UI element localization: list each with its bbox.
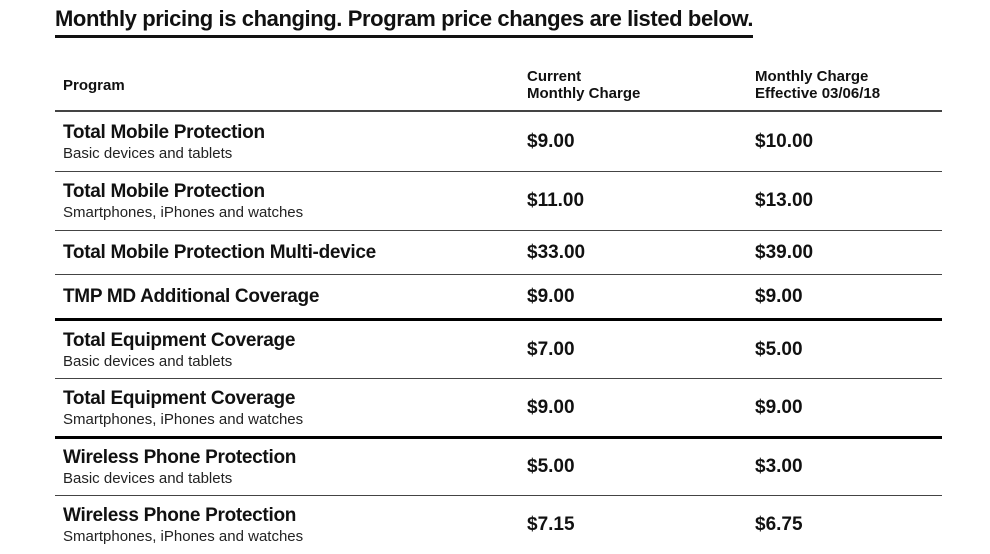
program-cell: Wireless Phone Protection Smartphones, iP… (63, 504, 303, 546)
current-price: $5.00 (527, 456, 575, 477)
effective-price: $3.00 (755, 456, 803, 477)
table-row: Wireless Phone Protection Smartphones, iP… (55, 495, 942, 554)
current-price: $11.00 (527, 190, 585, 211)
program-name: TMP MD Additional Coverage (63, 286, 320, 307)
column-header-line: Current (527, 68, 582, 85)
effective-price: $9.00 (755, 396, 803, 418)
column-header-line: Program (63, 76, 125, 94)
program-name: Total Equipment Coverage (63, 329, 296, 351)
program-name: Total Equipment Coverage (63, 387, 296, 409)
column-header: Current Monthly Charge (527, 68, 640, 102)
program-cell: Wireless Phone Protection Basic devices a… (63, 446, 296, 488)
table-row: Total Mobile Protection Smartphones, iPho… (55, 171, 942, 230)
program-cell: TMP MD Additional Coverage (63, 285, 319, 308)
column-header-line: Monthly Charge (755, 68, 869, 85)
column-header: Monthly Charge Effective 03/06/18 (755, 68, 880, 102)
program-name: Wireless Phone Protection (63, 505, 297, 526)
program-detail: Basic devices and tablets (63, 144, 233, 162)
current-price: $7.00 (527, 338, 575, 360)
current-price: $9.00 (527, 285, 575, 307)
current-price: $9.00 (527, 396, 575, 418)
program-cell: Total Mobile Protection Multi-device (63, 241, 376, 264)
effective-price: $13.00 (755, 190, 814, 211)
current-price: $9.00 (527, 130, 575, 152)
current-price: $33.00 (527, 241, 586, 263)
program-name: Wireless Phone Protection (63, 447, 297, 468)
program-name: Total Mobile Protection (63, 121, 265, 143)
column-header: Program (63, 77, 125, 94)
effective-price: $10.00 (755, 130, 814, 152)
table-row: Total Equipment Coverage Basic devices an… (55, 318, 942, 378)
program-cell: Total Equipment Coverage Basic devices an… (63, 329, 295, 371)
program-detail: Smartphones, iPhones and watches (63, 410, 304, 428)
program-detail: Smartphones, iPhones and watches (63, 528, 304, 545)
program-name: Total Mobile Protection (63, 181, 265, 202)
header-row: Program Current Monthly Charge Monthly Char… (55, 60, 942, 111)
table-row: Total Mobile Protection Basic devices and… (55, 111, 942, 171)
effective-price: $9.00 (755, 285, 803, 307)
program-cell: Total Mobile Protection Smartphones, iPho… (63, 180, 303, 222)
effective-price: $5.00 (755, 338, 803, 360)
current-price: $7.15 (527, 514, 575, 535)
table-row: TMP MD Additional Coverage $9.00 $9.00 (55, 274, 942, 318)
column-header-line: Monthly Charge (527, 85, 641, 102)
table-row: Total Equipment Coverage Smartphones, iPh… (55, 378, 942, 436)
program-detail: Smartphones, iPhones and watches (63, 204, 304, 221)
price-table: Program Current Monthly Charge Monthly Char… (55, 60, 942, 554)
program-cell: Total Mobile Protection Basic devices and… (63, 121, 265, 163)
table-row: Wireless Phone Protection Basic devices a… (55, 436, 942, 495)
effective-price: $39.00 (755, 241, 814, 263)
title: Monthly pricing is changing. Program pri… (55, 6, 754, 38)
column-header-line: Effective 03/06/18 (755, 85, 881, 102)
program-detail: Basic devices and tablets (63, 470, 233, 487)
program-cell: Total Equipment Coverage Smartphones, iPh… (63, 387, 303, 429)
effective-price: $6.75 (755, 514, 803, 535)
table-row: Total Mobile Protection Multi-device $33.… (55, 230, 942, 274)
program-detail: Basic devices and tablets (63, 352, 233, 370)
program-name: Total Mobile Protection Multi-device (63, 242, 376, 263)
